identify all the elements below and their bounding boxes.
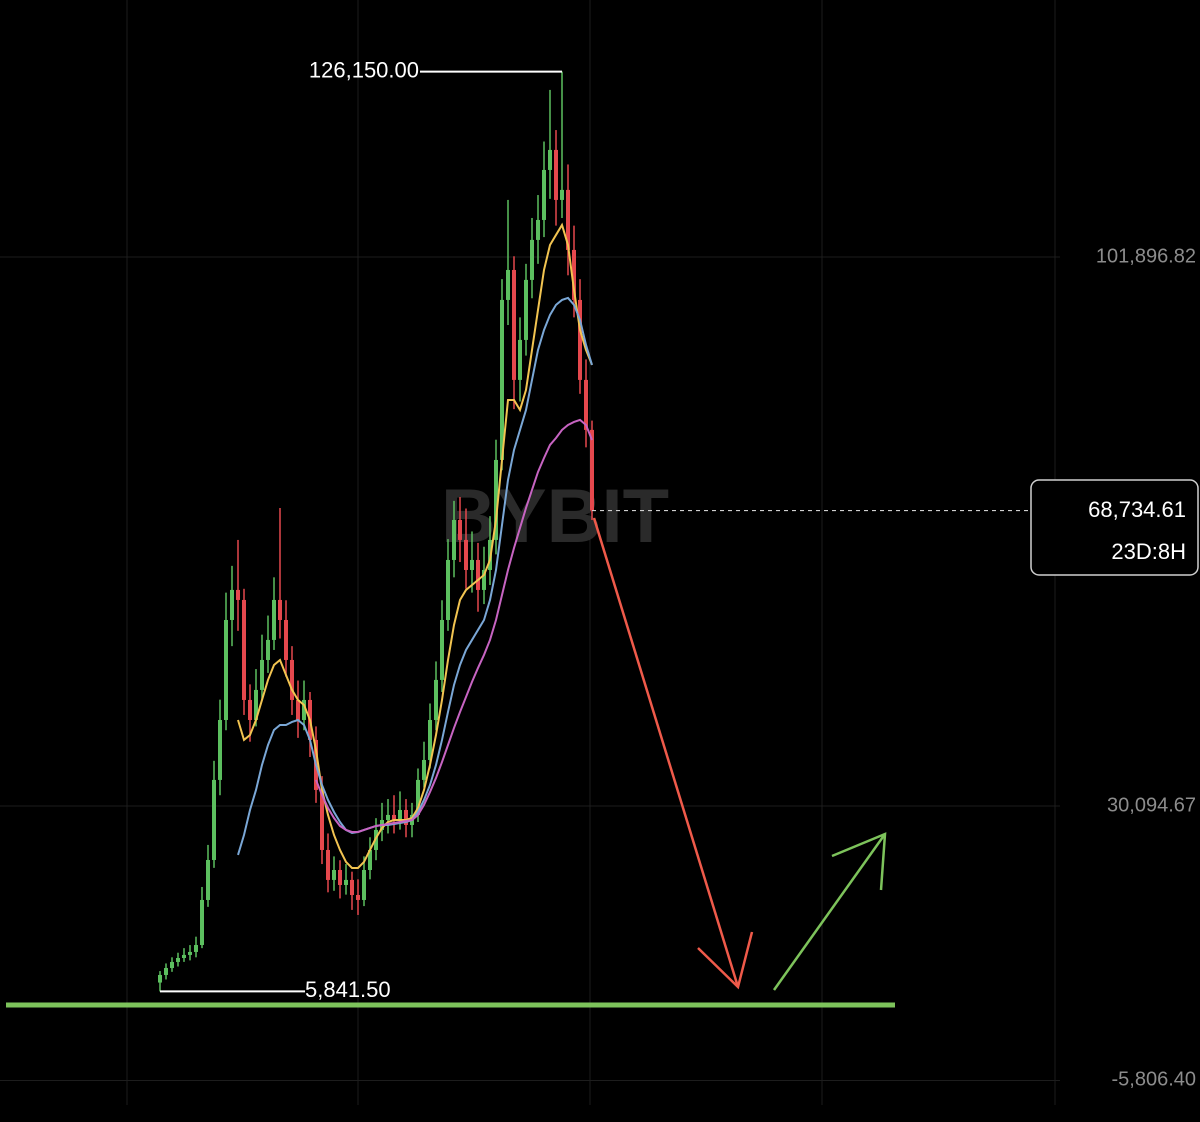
arrow-shaft [772, 833, 887, 991]
up-arrow [772, 832, 887, 991]
candle-body [206, 859, 210, 900]
candle-body [296, 699, 300, 720]
candle-body [404, 809, 408, 825]
arrow-head [831, 832, 887, 891]
candle-body [170, 961, 174, 969]
countdown-label: 23D:8H [1111, 539, 1186, 564]
moving-average-line [237, 296, 593, 856]
candle-body [266, 639, 270, 660]
last-price-label: 68,734.61 [1088, 497, 1186, 522]
candle-body [464, 539, 468, 570]
candle-body [260, 659, 264, 690]
candle-body [212, 779, 216, 860]
candle-body [518, 339, 522, 380]
candle-body [362, 869, 366, 900]
candle-body [536, 219, 540, 240]
candle-body [290, 659, 294, 700]
candle-body [458, 519, 462, 540]
y-tick-label: 30,094.67 [1107, 794, 1196, 816]
moving-average-line [315, 418, 593, 833]
candle-body [512, 269, 516, 380]
candle-body [548, 149, 552, 170]
candle-body [446, 559, 450, 620]
candle-body [500, 299, 504, 460]
candle-body [188, 951, 192, 955]
candle-body [416, 779, 420, 815]
price-box [1030, 479, 1199, 576]
candle-body [254, 689, 258, 720]
candle-body [566, 189, 570, 250]
moving-average-line [237, 222, 593, 870]
candle-body [164, 968, 168, 975]
candle-body [236, 589, 240, 600]
candle-body [224, 619, 228, 720]
candle-body [470, 559, 474, 570]
candle-body [422, 759, 426, 780]
y-tick-label: 101,896.82 [1096, 245, 1196, 267]
candle-body [452, 519, 456, 560]
candle-body [578, 299, 582, 380]
candle-body [356, 895, 360, 900]
candle-body [554, 149, 558, 200]
candle-body [428, 719, 432, 760]
candle-body [368, 849, 372, 870]
candle-body [530, 239, 534, 280]
candle-body [344, 879, 348, 885]
arrow-shaft [592, 517, 740, 988]
down-arrow [592, 517, 754, 990]
candle-body [584, 379, 588, 430]
candle-body [560, 189, 564, 200]
candle-body [392, 814, 396, 820]
arrow-head [697, 931, 754, 990]
candle-body [320, 789, 324, 850]
candle-body [248, 699, 252, 720]
candle-body [194, 945, 198, 952]
watermark: BYBIT [441, 474, 669, 559]
candle-body [230, 589, 234, 620]
max-marker-label: 126,150.00 [309, 57, 419, 82]
candle-body [572, 249, 576, 300]
candle-body [218, 719, 222, 780]
candle-body [302, 699, 306, 720]
candle-body [350, 879, 354, 896]
candle-body [326, 849, 330, 880]
candle-body [176, 958, 180, 962]
candle-body [542, 169, 546, 220]
candle-body [278, 599, 282, 620]
candle-body [476, 559, 480, 590]
candle-body [242, 599, 246, 700]
candle-body [386, 814, 390, 820]
candle-body [338, 869, 342, 885]
y-tick-label: -5,806.40 [1111, 1069, 1196, 1091]
candle-body [182, 954, 186, 959]
candle-body [590, 429, 594, 511]
candle-body [272, 599, 276, 640]
plot: -5,806.40 30,094.67 101,896.82 [0, 71, 1196, 1091]
candle-body [398, 809, 402, 820]
candle-body [482, 569, 486, 590]
candle-body [284, 619, 288, 660]
candle-body [434, 679, 438, 720]
candle-body [200, 899, 204, 946]
candle-body [158, 974, 162, 983]
candle-body [524, 279, 528, 340]
candle-body [506, 269, 510, 300]
min-marker-label: 5,841.50 [305, 977, 391, 1002]
candle-body [494, 459, 498, 540]
candle-body [332, 869, 336, 880]
candle-body [440, 619, 444, 680]
